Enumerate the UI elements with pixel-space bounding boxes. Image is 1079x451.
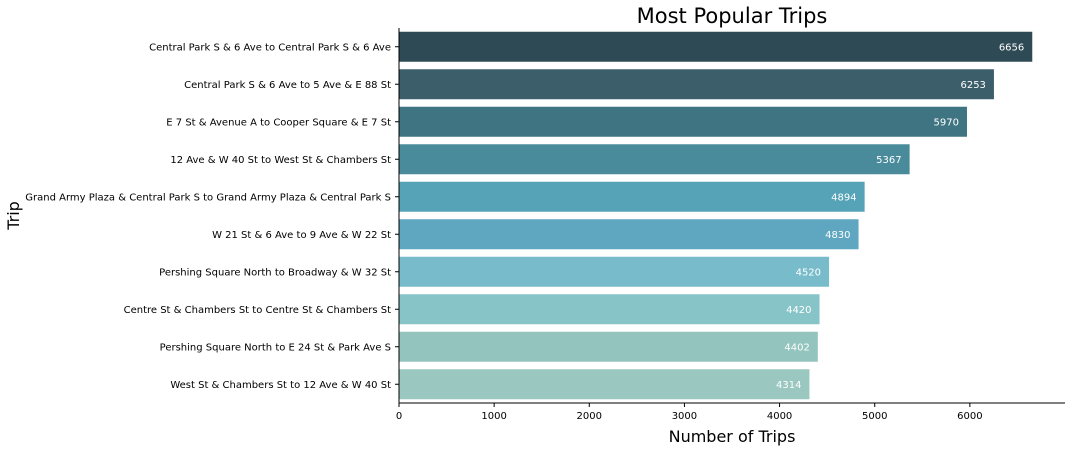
chart-title: Most Popular Trips xyxy=(637,4,828,28)
y-tick-label: E 7 St & Avenue A to Cooper Square & E 7… xyxy=(166,117,391,128)
x-tick-label: 6000 xyxy=(957,411,982,422)
y-tick-label: Central Park S & 6 Ave to Central Park S… xyxy=(149,42,391,53)
x-tick-label: 2000 xyxy=(577,411,602,422)
y-tick-label: Pershing Square North to E 24 St & Park … xyxy=(160,342,391,353)
bar-value-label: 4520 xyxy=(796,267,821,278)
bar-value-label: 4420 xyxy=(786,305,811,316)
bar xyxy=(399,256,830,287)
y-tick-label: Pershing Square North to Broadway & W 32… xyxy=(159,267,391,278)
bars-group: 6656 6253 5970 5367 4894 4830 4520 4420 4402 4314 xyxy=(399,31,1033,400)
bar xyxy=(399,331,818,362)
bar xyxy=(399,219,859,250)
y-tick-label: W 21 St & 6 Ave to 9 Ave & W 22 St xyxy=(212,230,391,241)
y-tick-label: Central Park S & 6 Ave to 5 Ave & E 88 S… xyxy=(184,80,391,91)
bar-value-label: 5367 xyxy=(876,155,901,166)
bar xyxy=(399,294,820,325)
y-tick-label: West St & Chambers St to 12 Ave & W 40 S… xyxy=(170,380,391,391)
y-axis-ticks: Central Park S & 6 Ave to Central Park S… xyxy=(25,42,399,391)
bar-value-label: 4402 xyxy=(784,342,809,353)
bar-value-label: 6253 xyxy=(960,80,985,91)
bar-value-label: 4894 xyxy=(831,192,856,203)
bar xyxy=(399,144,910,175)
bar-value-label: 5970 xyxy=(934,117,959,128)
bar xyxy=(399,181,865,212)
y-tick-label: 12 Ave & W 40 St to West St & Chambers S… xyxy=(170,155,391,166)
x-axis-title: Number of Trips xyxy=(669,427,796,446)
y-tick-label: Centre St & Chambers St to Centre St & C… xyxy=(124,305,391,316)
bar xyxy=(399,69,994,100)
x-tick-label: 4000 xyxy=(767,411,792,422)
bar-value-label: 4830 xyxy=(825,230,850,241)
bar-value-label: 4314 xyxy=(776,380,801,391)
bar xyxy=(399,369,810,400)
x-tick-label: 1000 xyxy=(481,411,506,422)
y-axis-title: Trip xyxy=(4,201,23,231)
x-tick-label: 3000 xyxy=(672,411,697,422)
bar-value-label: 6656 xyxy=(999,42,1024,53)
x-tick-label: 0 xyxy=(396,411,402,422)
y-tick-label: Grand Army Plaza & Central Park S to Gra… xyxy=(25,192,391,203)
bar xyxy=(399,106,968,137)
x-axis-ticks: 0 1000 2000 3000 4000 5000 6000 xyxy=(396,403,983,422)
bar xyxy=(399,31,1033,62)
x-tick-label: 5000 xyxy=(862,411,887,422)
